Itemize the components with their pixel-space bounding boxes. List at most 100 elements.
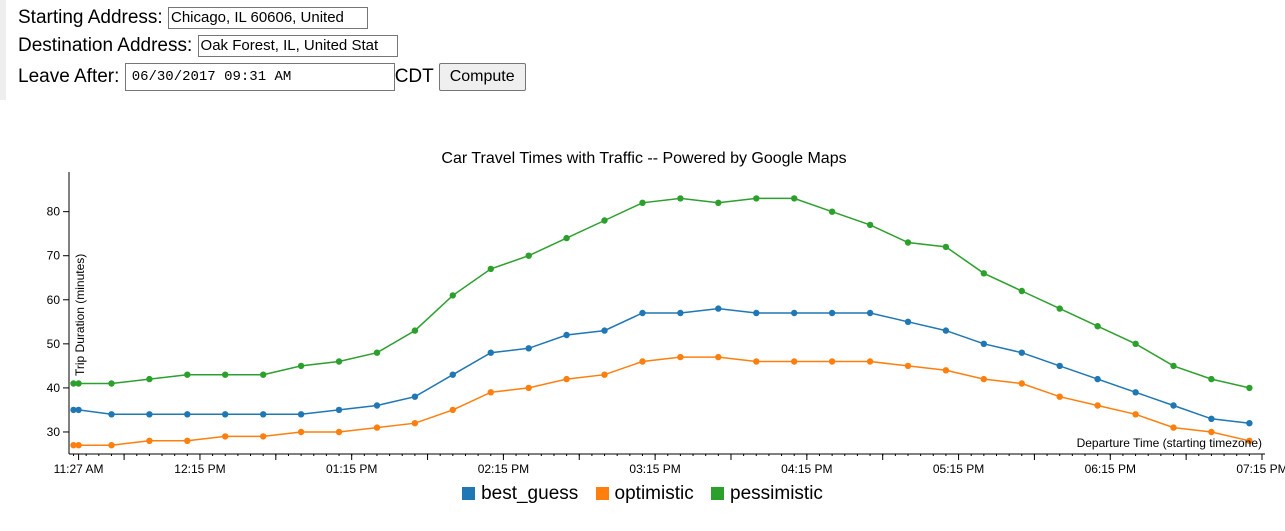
data-point-pessimistic — [563, 234, 570, 242]
data-point-pessimistic — [335, 358, 343, 365]
data-point-optimistic — [335, 428, 343, 436]
data-point-best-guess — [1056, 362, 1063, 370]
series-line-best-guess — [73, 307, 1250, 424]
data-point-pessimistic — [184, 371, 191, 378]
data-point-best-guess — [335, 406, 343, 414]
data-point-best-guess — [260, 411, 267, 418]
data-point-best-guess — [1094, 375, 1101, 383]
data-point-optimistic — [146, 437, 153, 444]
x-axis-label: Departure Time (starting timezone) — [1077, 436, 1262, 450]
leave-after-input[interactable] — [124, 63, 395, 91]
data-point-best-guess — [791, 309, 798, 317]
data-point-optimistic — [1208, 428, 1215, 436]
data-point-pessimistic — [70, 380, 77, 387]
left-rule — [0, 0, 6, 100]
data-point-pessimistic — [904, 239, 912, 246]
data-point-pessimistic — [525, 252, 532, 259]
data-point-best-guess — [184, 411, 191, 418]
data-point-best-guess — [715, 305, 722, 312]
data-point-pessimistic — [980, 270, 987, 277]
data-point-pessimistic — [677, 195, 684, 202]
data-point-best-guess — [222, 411, 229, 418]
legend-swatch-pessimistic — [711, 487, 725, 500]
data-point-optimistic — [753, 358, 760, 365]
data-point-optimistic — [70, 442, 77, 449]
chart-legend: best_guess optimistic pessimistic — [0, 483, 1285, 505]
data-point-pessimistic — [1208, 375, 1215, 383]
data-point-optimistic — [1056, 393, 1063, 400]
data-point-optimistic — [942, 367, 950, 374]
data-point-pessimistic — [297, 362, 305, 370]
start-address-label: Starting Address: — [18, 7, 163, 28]
x-tick-label: 11:27 AM — [54, 462, 104, 476]
series-best-guess — [70, 305, 1253, 427]
data-point-pessimistic — [715, 199, 722, 206]
y-tick-label: 80 — [47, 205, 61, 219]
destination-address-row: Destination Address: — [18, 34, 398, 58]
data-point-best-guess — [1132, 389, 1139, 396]
data-point-best-guess — [677, 309, 684, 317]
data-point-best-guess — [753, 309, 760, 317]
data-point-optimistic — [1170, 424, 1177, 431]
y-axis-label: Trip Duration (minutes) — [73, 254, 87, 376]
y-tick-label: 70 — [47, 249, 61, 263]
data-point-optimistic — [639, 358, 646, 365]
data-point-optimistic — [75, 442, 82, 449]
data-point-pessimistic — [260, 371, 267, 378]
chart-series — [70, 195, 1253, 449]
data-point-optimistic — [373, 424, 381, 431]
data-point-pessimistic — [1094, 323, 1101, 330]
destination-address-input[interactable] — [197, 34, 398, 57]
compute-button[interactable]: Compute — [438, 63, 526, 91]
data-point-pessimistic — [1056, 305, 1063, 312]
data-point-best-guess — [828, 309, 836, 317]
data-point-optimistic — [260, 433, 267, 440]
y-tick-label: 30 — [47, 425, 61, 439]
data-point-pessimistic — [601, 217, 608, 224]
x-tick-label: 01:15 PM — [326, 462, 377, 476]
data-point-optimistic — [677, 353, 684, 361]
x-tick-label: 03:15 PM — [629, 462, 680, 476]
data-point-pessimistic — [1170, 362, 1177, 370]
data-point-optimistic — [715, 353, 722, 361]
leave-after-row: Leave After: CDT Compute — [18, 63, 526, 91]
data-point-best-guess — [75, 406, 82, 414]
data-point-pessimistic — [828, 208, 836, 215]
start-address-input[interactable] — [167, 6, 368, 29]
data-point-best-guess — [108, 411, 115, 418]
data-point-optimistic — [1094, 402, 1101, 409]
data-point-optimistic — [222, 433, 229, 440]
data-point-best-guess — [563, 331, 570, 339]
legend-label-pessimistic: pessimistic — [730, 483, 823, 504]
chart-axes: 30 40 50 60 70 80 11:27 AM 12:15 PM 01:15 PM 02:1… — [47, 172, 1285, 476]
destination-address-label: Destination Address: — [18, 35, 193, 56]
data-point-optimistic — [980, 375, 987, 383]
x-tick-label: 05:15 PM — [933, 462, 984, 476]
data-point-pessimistic — [75, 380, 82, 387]
data-point-optimistic — [411, 420, 419, 427]
data-point-best-guess — [70, 406, 77, 414]
leave-after-label: Leave After: — [18, 66, 120, 88]
data-point-pessimistic — [1132, 340, 1139, 347]
data-point-optimistic — [601, 371, 608, 378]
x-tick-label: 12:15 PM — [174, 462, 225, 476]
travel-time-chart: Car Travel Times with Traffic -- Powered… — [47, 150, 1285, 476]
data-point-best-guess — [525, 345, 532, 352]
data-point-optimistic — [184, 437, 191, 444]
legend-label-optimistic: optimistic — [614, 483, 694, 504]
data-point-best-guess — [449, 371, 456, 378]
legend-swatch-best-guess — [462, 487, 476, 500]
data-point-pessimistic — [222, 371, 229, 378]
data-point-optimistic — [297, 428, 305, 436]
data-point-best-guess — [373, 402, 381, 409]
data-point-pessimistic — [1246, 384, 1253, 392]
series-optimistic — [70, 353, 1253, 449]
data-point-pessimistic — [411, 327, 419, 334]
data-point-optimistic — [1132, 411, 1139, 418]
legend-label-best-guess: best_guess — [481, 483, 579, 504]
data-point-optimistic — [904, 362, 912, 370]
data-point-optimistic — [108, 442, 115, 449]
data-point-best-guess — [297, 411, 305, 418]
x-tick-label: 04:15 PM — [781, 462, 832, 476]
y-tick-label: 40 — [47, 381, 61, 395]
